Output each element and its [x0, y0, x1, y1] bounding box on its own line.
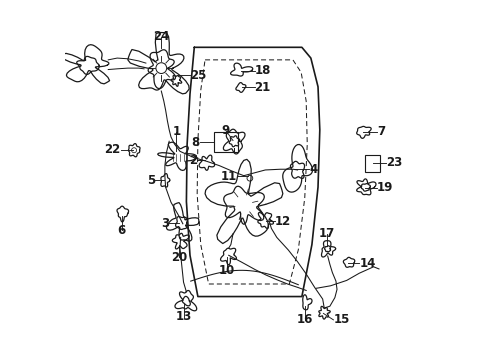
Text: 23: 23: [386, 156, 402, 169]
Text: 5: 5: [146, 174, 155, 186]
Text: 7: 7: [376, 125, 385, 138]
Text: 9: 9: [221, 124, 229, 137]
Text: 13: 13: [175, 310, 191, 324]
Text: 24: 24: [153, 30, 169, 43]
Text: 3: 3: [161, 216, 169, 230]
Text: 12: 12: [274, 215, 291, 228]
Text: 8: 8: [191, 136, 199, 149]
Text: 15: 15: [333, 313, 349, 327]
Text: 17: 17: [318, 227, 334, 240]
Text: 19: 19: [376, 181, 393, 194]
Text: 1: 1: [172, 125, 180, 138]
Text: 4: 4: [308, 163, 317, 176]
Text: 25: 25: [190, 69, 206, 82]
Text: 6: 6: [118, 224, 126, 237]
Text: 10: 10: [219, 264, 235, 277]
Text: 2: 2: [189, 154, 197, 167]
Text: 20: 20: [171, 251, 187, 264]
Text: 14: 14: [359, 257, 375, 270]
Text: 18: 18: [254, 64, 270, 77]
Text: 16: 16: [296, 313, 312, 327]
Text: 11: 11: [221, 170, 237, 183]
Text: 21: 21: [254, 81, 270, 94]
Text: 22: 22: [104, 143, 121, 156]
